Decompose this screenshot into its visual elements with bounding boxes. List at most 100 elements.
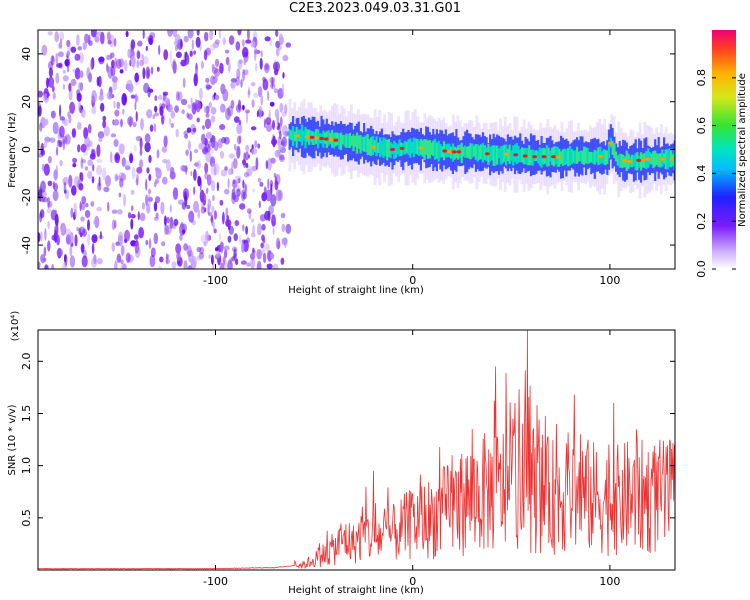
x-tick-label: 100 bbox=[599, 575, 620, 588]
noise-blob bbox=[155, 167, 159, 172]
noise-blob bbox=[228, 62, 231, 73]
noise-blob bbox=[44, 228, 47, 241]
noise-blob bbox=[83, 249, 87, 258]
snr-xlabel: Height of straight line (km) bbox=[288, 585, 424, 596]
noise-blob bbox=[103, 125, 110, 137]
noise-blob bbox=[242, 104, 245, 111]
noise-blob bbox=[270, 252, 275, 260]
colorbar-tick-label: 0.6 bbox=[695, 117, 708, 135]
ridge-peak bbox=[636, 158, 642, 162]
noise-blob bbox=[274, 108, 280, 119]
noise-blob bbox=[206, 187, 209, 194]
noise-blob bbox=[85, 202, 89, 208]
noise-blob bbox=[124, 59, 128, 72]
noise-blob bbox=[193, 50, 197, 55]
noise-blob bbox=[153, 201, 158, 212]
noise-blob bbox=[65, 57, 71, 69]
noise-blob bbox=[140, 118, 144, 131]
noise-blob bbox=[233, 248, 237, 258]
noise-blob bbox=[118, 58, 125, 68]
noise-blob bbox=[265, 117, 272, 125]
noise-blob bbox=[109, 52, 113, 60]
noise-blob bbox=[205, 77, 210, 83]
ridge-core-band bbox=[561, 149, 564, 166]
noise-blob bbox=[111, 219, 116, 231]
noise-blob bbox=[198, 142, 205, 150]
noise-blob bbox=[59, 159, 63, 167]
ridge-core-band bbox=[510, 150, 513, 161]
noise-blob bbox=[96, 206, 103, 212]
noise-blob bbox=[52, 189, 59, 202]
noise-blob bbox=[70, 46, 77, 53]
noise-blob bbox=[275, 47, 280, 57]
x-tick-label: 100 bbox=[599, 274, 620, 287]
noise-blob bbox=[272, 119, 275, 130]
ridge-peak bbox=[309, 135, 315, 139]
noise-blob bbox=[52, 181, 56, 190]
noise-blob bbox=[142, 56, 149, 65]
noise-blob bbox=[114, 57, 118, 69]
noise-blob bbox=[127, 83, 134, 93]
ridge-core-band bbox=[386, 139, 389, 161]
noise-blob bbox=[102, 115, 107, 122]
noise-blob bbox=[98, 176, 101, 187]
noise-blob bbox=[275, 173, 281, 186]
ridge-core-band bbox=[364, 135, 367, 152]
noise-blob bbox=[118, 143, 125, 155]
noise-blob bbox=[284, 104, 288, 114]
ridge-core-band bbox=[483, 145, 486, 160]
noise-blob bbox=[227, 105, 234, 117]
ridge-core-band bbox=[577, 151, 580, 162]
ridge-core-band bbox=[615, 151, 618, 162]
ridge-core-band bbox=[593, 149, 596, 165]
noise-blob bbox=[139, 147, 143, 156]
noise-blob bbox=[136, 95, 139, 102]
noise-blob bbox=[201, 133, 206, 144]
ridge-core-band bbox=[537, 150, 540, 164]
ridge-core-band bbox=[446, 143, 449, 158]
noise-blob bbox=[214, 163, 220, 175]
noise-blob bbox=[91, 149, 96, 158]
noise-blob bbox=[213, 228, 217, 234]
noise-blob bbox=[130, 55, 136, 68]
noise-blob bbox=[271, 214, 276, 227]
noise-blob bbox=[273, 88, 279, 94]
noise-blob bbox=[102, 120, 107, 129]
noise-blob bbox=[76, 34, 80, 46]
noise-blob bbox=[38, 261, 41, 269]
noise-blob bbox=[161, 241, 166, 247]
noise-blob bbox=[243, 172, 250, 178]
noise-blob bbox=[187, 113, 193, 120]
noise-blob bbox=[66, 66, 70, 73]
ridge-core-band bbox=[632, 155, 635, 167]
noise-blob bbox=[136, 59, 140, 69]
noise-blob bbox=[242, 179, 245, 189]
noise-blob bbox=[71, 128, 77, 138]
noise-blob bbox=[187, 54, 190, 65]
noise-blob bbox=[84, 166, 89, 171]
noise-blob bbox=[38, 145, 41, 157]
noise-blob bbox=[102, 167, 107, 181]
noise-blob bbox=[120, 245, 125, 257]
noise-blob bbox=[225, 107, 231, 121]
ridge-core-band bbox=[581, 150, 584, 164]
ridge-core-band bbox=[579, 150, 582, 162]
noise-blob bbox=[72, 163, 77, 168]
noise-blob bbox=[163, 49, 169, 61]
ridge-core-band bbox=[471, 143, 474, 158]
spectrogram-marks bbox=[38, 30, 675, 269]
noise-blob bbox=[74, 209, 77, 218]
noise-blob bbox=[208, 101, 213, 109]
ridge-core-band bbox=[666, 149, 669, 170]
y-tick-label: 0 bbox=[20, 146, 33, 153]
ridge-core-band bbox=[293, 131, 296, 142]
noise-blob bbox=[180, 38, 183, 49]
noise-blob bbox=[251, 99, 255, 108]
ridge-core-band bbox=[616, 155, 619, 166]
spectrogram-xlabel: Height of straight line (km) bbox=[288, 285, 424, 296]
y-tick-label: 0.5 bbox=[20, 509, 33, 527]
noise-blob bbox=[235, 184, 242, 198]
noise-blob bbox=[175, 91, 180, 102]
noise-blob bbox=[196, 117, 200, 123]
noise-blob bbox=[112, 80, 118, 91]
